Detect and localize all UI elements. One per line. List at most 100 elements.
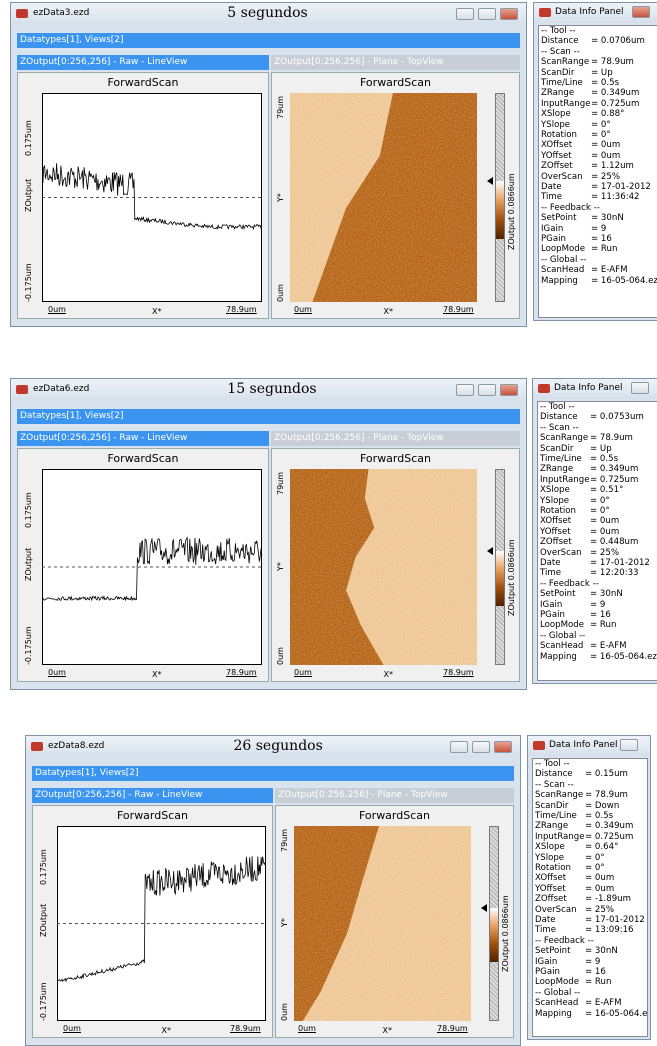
close-button[interactable] [500, 8, 518, 20]
info-key: ZOffset [541, 161, 573, 171]
info-key: ScanRange [541, 57, 589, 67]
info-value: = 0° [585, 863, 605, 873]
close-button[interactable] [632, 6, 650, 18]
y-label-top: 0.175um [39, 849, 48, 885]
window-title: ezData3.ezd [33, 8, 89, 18]
colorbar-label: ZOutput 0.0866um [507, 173, 516, 250]
line-plot [42, 469, 262, 665]
y-axis-label: Y* [276, 562, 285, 571]
info-key: XOffset [535, 873, 566, 883]
info-key: Distance [541, 36, 579, 46]
info-value: = 0um [590, 516, 619, 526]
info-key: ZOffset [540, 537, 572, 547]
minimize-button[interactable] [456, 384, 474, 396]
maximize-button[interactable] [478, 8, 496, 20]
y-label-bottom: -0.175um [24, 263, 33, 302]
info-value: = 0.5s [585, 811, 613, 821]
x-label-right: 78.9um [437, 1024, 468, 1033]
y-label-bottom: -0.175um [24, 626, 33, 665]
info-icon [539, 8, 551, 17]
y-label-top: 79um [280, 829, 289, 852]
info-title-bar: Data Info Panel [534, 3, 657, 23]
x-label-mid: X* [162, 1026, 171, 1035]
topview-title: ZOutput[0:256,256] - Plane - TopView [275, 788, 514, 803]
minimize-button[interactable] [456, 8, 474, 20]
y-label-bottom: 0um [276, 647, 285, 665]
colorbar-label: ZOutput 0.0866um [507, 539, 516, 616]
plot-title: ForwardScan [18, 76, 268, 89]
info-value: = 0um [585, 884, 614, 894]
close-button[interactable] [500, 384, 518, 396]
close-button[interactable] [631, 382, 649, 394]
plot-title: ForwardScan [18, 452, 268, 465]
info-key: Date [535, 915, 556, 925]
info-key: IGain [535, 957, 557, 967]
info-value: = 13:09:16 [585, 925, 634, 935]
info-value: = 0° [591, 120, 611, 130]
info-value: = 0° [585, 853, 605, 863]
info-key: PGain [541, 234, 566, 244]
x-label-left: 0um [48, 668, 66, 677]
info-value: = 0.725um [590, 475, 638, 485]
x-label-mid: X* [383, 1026, 392, 1035]
x-label-mid: X* [152, 670, 161, 679]
info-value: = Up [591, 68, 613, 78]
window-title: ezData6.ezd [33, 384, 89, 394]
maximize-button[interactable] [472, 741, 490, 753]
info-key: -- Feedback -- [541, 203, 600, 213]
x-label-left: 0um [294, 668, 312, 677]
info-value: = 16 [591, 234, 612, 244]
app-icon [31, 742, 43, 751]
main-window: ezData6.ezd15 segundosDatatypes[1], View… [10, 378, 527, 690]
info-value: = 17-01-2012 [591, 182, 651, 192]
y-axis-label: ZOutput [24, 547, 33, 580]
info-key: ScanHead [540, 641, 583, 651]
colorbar-label: ZOutput 0.0866um [501, 896, 510, 973]
info-key: LoopMode [540, 620, 584, 630]
maximize-button[interactable] [478, 384, 496, 396]
info-value: = Up [590, 444, 612, 454]
app-icon [16, 9, 28, 18]
minimize-button[interactable] [450, 741, 468, 753]
colorbar [495, 93, 505, 302]
close-button[interactable] [494, 741, 512, 753]
info-key: YOffset [540, 527, 571, 537]
info-key: YOffset [541, 151, 572, 161]
x-label-left: 0um [294, 305, 312, 314]
colorbar-gradient [490, 908, 498, 962]
x-label-right: 78.9um [226, 668, 257, 677]
line-plot [57, 826, 266, 1021]
info-list: -- Tool --Distance= 0.0753um-- Scan --Sc… [537, 401, 657, 681]
info-value: = 12:20:33 [590, 568, 639, 578]
plot-title: ForwardScan [272, 76, 519, 89]
x-label-mid: X* [384, 670, 393, 679]
plot-title: ForwardScan [33, 809, 272, 822]
info-key: Distance [540, 412, 578, 422]
info-value: = 16-05-064.ez [590, 652, 657, 662]
info-key: Rotation [541, 130, 577, 140]
info-key: XSlope [540, 485, 570, 495]
topview-panel: ForwardScan79umY*0um0umX*78.9umZOutput 0… [275, 805, 514, 1038]
info-icon [538, 384, 550, 393]
screenshot: ezData3.ezd5 segundosDatatypes[1], Views… [0, 0, 657, 1046]
info-value: = 0.5s [590, 454, 618, 464]
info-value: = E-AFM [585, 998, 622, 1008]
info-value: = 0.64° [585, 842, 618, 852]
info-key: YOffset [535, 884, 566, 894]
info-key: ScanDir [541, 68, 574, 78]
info-key: -- Scan -- [540, 423, 579, 433]
window-title: ezData8.ezd [48, 741, 104, 751]
info-key: -- Tool -- [541, 26, 576, 36]
close-button[interactable] [620, 739, 638, 751]
info-value: = Run [591, 244, 617, 254]
colorbar-marker [481, 904, 487, 912]
info-list: -- Tool --Distance= 0.0706um-- Scan --Sc… [538, 25, 657, 318]
y-label-top: 0.175um [24, 120, 33, 156]
info-value: = 0.349um [591, 88, 639, 98]
lineview-title: ZOutput[0:256,256] - Raw - LineView [17, 55, 269, 70]
datatypes-bar: Datatypes[1], Views[2] [17, 409, 520, 424]
info-key: YSlope [541, 120, 570, 130]
